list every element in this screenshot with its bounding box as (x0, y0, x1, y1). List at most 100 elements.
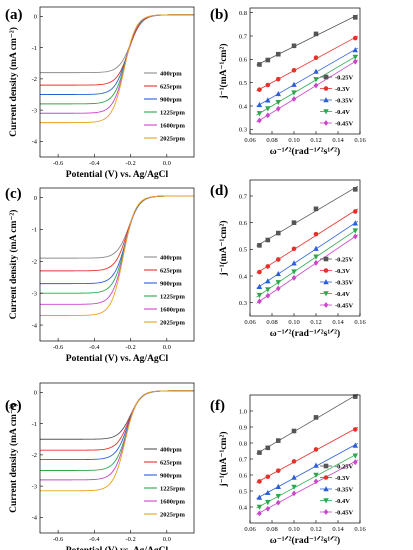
data-point (265, 106, 271, 112)
data-point (275, 438, 281, 443)
data-point (291, 220, 297, 225)
x-tick-label: 0.10 (288, 526, 299, 533)
legend-label: 2025rpm (160, 135, 186, 142)
legend-label: -0.4V (335, 109, 350, 116)
y-tick-label: -1 (32, 227, 37, 234)
y-tick-label: -4 (32, 139, 38, 146)
data-point (352, 54, 358, 60)
legend-label: 1600rpm (160, 122, 186, 129)
data-point (256, 494, 263, 500)
y-tick-label: 0 (34, 14, 37, 21)
x-tick-label: -0.6 (53, 344, 64, 351)
legend-marker (323, 97, 329, 103)
data-point (257, 298, 262, 305)
data-point (313, 77, 319, 83)
data-point (256, 504, 263, 510)
legend-label: -0.4V (335, 291, 350, 298)
panel-0: (a) -0.6 -0.4 -0.2 0.0 0 -1 -2 -3 -4 Potential (V)… (5, 6, 195, 180)
panel-3: (d) 0.06 0.08 0.10 0.12 0.14 0.16 0.3 0.4 0.5 0.6 0… (210, 179, 366, 339)
x-tick-label: -0.6 (53, 160, 64, 167)
x-tick-label: 0.14 (332, 319, 344, 326)
panel-letter: (c) (5, 186, 22, 202)
data-point (275, 280, 281, 286)
x-tick-label: -0.2 (125, 344, 135, 351)
fit-line (256, 459, 358, 515)
legend-marker (323, 498, 329, 504)
y-tick-label: -2 (32, 259, 37, 266)
fit-line (256, 208, 359, 274)
x-tick-label: 0.0 (163, 536, 171, 543)
x-tick-label: -0.6 (53, 536, 64, 543)
data-point (265, 500, 271, 506)
panel-4: (e) -0.6 -0.4 -0.2 0.0 0 -1 -2 -3 -4 Potential (V)… (5, 382, 195, 550)
data-point (257, 450, 262, 455)
data-point (291, 43, 297, 49)
legend-label: -0.25V (335, 74, 354, 81)
legend-label: 1600rpm (160, 306, 186, 313)
data-point (352, 220, 358, 226)
y-tick-label: 0 (34, 390, 37, 397)
x-tick-label: 0.12 (310, 526, 321, 533)
data-point (352, 35, 358, 41)
legend-label: -0.3V (335, 86, 350, 93)
data-point (352, 228, 358, 234)
data-point (265, 489, 271, 496)
fit-line (256, 234, 359, 304)
fit-line (256, 393, 359, 455)
y-tick-label: -3 (32, 107, 37, 114)
y-axis-label: j⁻¹(mA⁻¹cm²) (218, 44, 229, 100)
data-point (257, 269, 262, 275)
fit-line (256, 228, 359, 298)
data-point (291, 81, 297, 87)
x-tick-label: 0.0 (163, 160, 171, 167)
data-point (352, 459, 358, 466)
x-tick-label: -0.4 (89, 344, 100, 351)
legend-label: 2025rpm (160, 511, 186, 518)
series-line (40, 390, 194, 440)
data-point (256, 101, 263, 108)
data-point (265, 57, 271, 63)
plot-frame (39, 382, 195, 534)
y-tick-label: 0.8 (239, 10, 247, 17)
legend-label: -0.35V (335, 97, 354, 104)
fit-line (256, 54, 359, 116)
data-point (352, 233, 358, 240)
data-point (257, 117, 262, 124)
y-tick-label: 0.6 (239, 220, 248, 227)
legend-label: -0.45V (335, 120, 354, 127)
x-tick-label: 0.06 (244, 137, 256, 144)
y-tick-label: -1 (32, 45, 37, 52)
y-tick-label: 0.9 (239, 424, 247, 431)
data-point (257, 510, 262, 517)
legend-label: 2025rpm (160, 319, 186, 326)
data-point (291, 68, 297, 73)
legend-label: -0.45V (335, 302, 354, 309)
x-tick-label: 0.0 (163, 344, 171, 351)
legend-label: 400rpm (160, 70, 182, 77)
data-point (352, 394, 358, 399)
legend-marker (323, 74, 329, 80)
fit-line (256, 185, 359, 247)
data-point (256, 292, 263, 299)
data-point (265, 474, 271, 480)
y-tick-label: 0.4 (239, 103, 248, 110)
legend-marker (323, 86, 329, 91)
x-tick-label: 0.08 (266, 319, 277, 326)
fit-line (256, 453, 358, 509)
y-tick-label: -3 (32, 483, 37, 490)
series-line (40, 195, 194, 316)
legend-label: 1225rpm (160, 109, 186, 116)
legend-label: -0.35V (335, 486, 354, 493)
data-point (291, 260, 297, 266)
data-point (275, 51, 281, 57)
y-tick-label: 0.6 (239, 57, 248, 64)
x-tick-label: -0.2 (125, 160, 135, 167)
data-point (291, 96, 297, 102)
y-tick-label: -4 (32, 322, 38, 329)
y-tick-label: 0.5 (239, 247, 247, 254)
data-point (352, 442, 358, 448)
data-point (291, 428, 297, 434)
series-line (40, 390, 194, 451)
legend-label: 625rpm (160, 83, 182, 90)
y-tick-label: 0.3 (239, 127, 247, 134)
